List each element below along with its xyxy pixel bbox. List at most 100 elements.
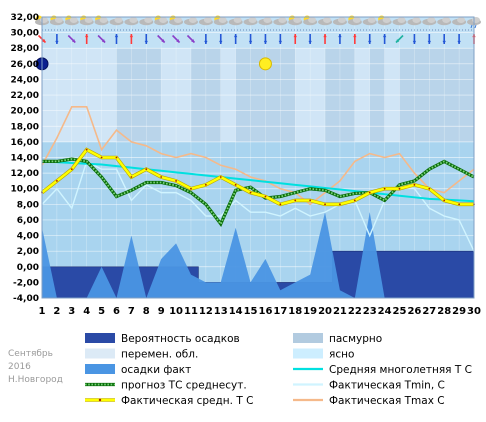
cloud-icon — [114, 17, 123, 23]
legend-item-tavg: Фактическая средн. Т С — [85, 395, 253, 407]
cloud-icon — [427, 17, 436, 23]
x-tick-label: 26 — [407, 306, 421, 317]
x-tick-label: 15 — [244, 306, 258, 317]
legend-label: перемен. обл. — [121, 349, 198, 361]
wind-arrow-icon — [172, 34, 181, 44]
wind-arrow-head — [308, 40, 312, 44]
cloud-icon — [273, 17, 288, 26]
wind-arrow-icon — [263, 34, 268, 44]
legend-item-tmin: Фактическая Tmin, С — [293, 380, 445, 392]
wind-arrow-head — [248, 40, 253, 44]
legend-swatch — [293, 348, 323, 359]
x-tick-label: 25 — [393, 306, 407, 317]
actual-avg-point — [398, 187, 401, 190]
legend-label: Фактическая Tmax C — [329, 395, 445, 407]
tmax-line — [41, 105, 475, 206]
actual-avg-point — [339, 203, 341, 206]
y-tick-label: 18,00 — [11, 122, 39, 132]
x-tick-label: 19 — [303, 306, 317, 317]
y-tick-label: 8,00 — [17, 200, 39, 210]
cloud-icon — [412, 17, 421, 23]
wind-arrow-icon — [114, 34, 119, 44]
cloud-icon — [159, 17, 168, 23]
x-tick-label: 18 — [288, 306, 302, 317]
y-tick-label: 2,00 — [17, 247, 39, 257]
actual-avg-point — [383, 187, 386, 190]
y-tick-label: 26,00 — [11, 60, 39, 70]
x-tick-label: 22 — [348, 306, 362, 317]
x-tick-label: 27 — [422, 306, 436, 317]
actual-avg-point — [443, 199, 446, 202]
plot-frame — [41, 16, 475, 299]
cloud-icon — [54, 17, 63, 23]
legend-item-clear: ясно — [293, 348, 354, 361]
wind-arrow-head — [412, 40, 417, 44]
wind-arrow-head — [85, 34, 89, 38]
forecast-line-dots — [42, 158, 475, 226]
actual-avg-point — [428, 187, 431, 190]
wind-arrow-icon — [219, 34, 223, 44]
actual-avg-line — [41, 148, 474, 206]
wind-arrow-head — [114, 34, 119, 38]
cloud-icon — [293, 17, 302, 23]
year-label: 2016 — [8, 362, 31, 372]
x-tick-label: 30 — [467, 306, 481, 317]
actual-avg-point — [324, 203, 326, 206]
y-tick-label: 22,00 — [11, 91, 39, 101]
cloud-icon — [69, 17, 78, 23]
wind-arrow-head — [101, 39, 106, 43]
legend-label: пасмурно — [329, 333, 382, 345]
month-label: Сентябрь — [8, 349, 53, 359]
cloud-icon — [124, 17, 139, 26]
x-tick-label: 29 — [452, 306, 466, 317]
x-tick-label: 24 — [378, 306, 392, 317]
legend-label: Фактическая Tmin, С — [329, 380, 445, 392]
actual-avg-point — [55, 180, 58, 182]
wind-arrow-head — [442, 40, 446, 44]
y-tick-label: -2,00 — [13, 278, 39, 288]
cloud-icon — [40, 17, 48, 23]
x-tick-label: 5 — [98, 306, 105, 317]
cloud-icon — [437, 17, 452, 26]
sun-cloud-icon — [213, 15, 228, 26]
wind-arrow-icon — [308, 34, 312, 44]
wind-arrow-icon — [323, 34, 327, 44]
wind-arrow-head — [323, 34, 327, 38]
y-tick-label: 32,00 — [11, 13, 39, 23]
cloud-icon — [144, 17, 153, 23]
cloud-icon — [129, 17, 138, 23]
actual-avg-point — [175, 180, 177, 182]
cloud-icon — [337, 17, 346, 23]
cloud-icon — [203, 17, 212, 23]
wind-arrow-icon — [233, 34, 238, 44]
wind-arrow-head — [204, 40, 208, 44]
x-tick-label: 9 — [158, 306, 165, 317]
legend-swatch — [85, 348, 115, 359]
cloud-icon — [174, 17, 183, 23]
wind-arrow-head — [161, 39, 165, 43]
cloud-icon — [263, 17, 272, 23]
actual-avg-point — [204, 183, 207, 186]
actual-avg-point — [458, 203, 461, 206]
actual-avg-point — [115, 156, 118, 159]
actual-avg-point — [85, 148, 88, 151]
legend-item-overcast: пасмурно — [293, 333, 382, 345]
wind-arrow-head — [129, 34, 134, 38]
rain-drop — [474, 24, 477, 29]
x-tick-label: 17 — [273, 306, 287, 317]
cloud-icon — [278, 17, 287, 23]
actual-avg-point — [353, 199, 356, 202]
y-tick-label: 30,00 — [11, 29, 39, 39]
actual-avg-point — [130, 176, 133, 178]
wind-arrow-icon — [395, 34, 404, 44]
legend-item-partly: перемен. обл. — [85, 348, 198, 361]
legend-swatch — [85, 333, 115, 343]
sun-icon — [258, 57, 272, 71]
wind-arrow-head — [353, 34, 357, 38]
cloud-icon — [367, 17, 376, 23]
wind-arrow-icon — [353, 34, 357, 44]
actual-avg-point — [160, 176, 163, 178]
cloud-icon — [183, 17, 198, 26]
x-tick-label: 20 — [318, 306, 332, 317]
legend-item-avg_norm: Средняя многолетняя Т С — [293, 364, 472, 376]
